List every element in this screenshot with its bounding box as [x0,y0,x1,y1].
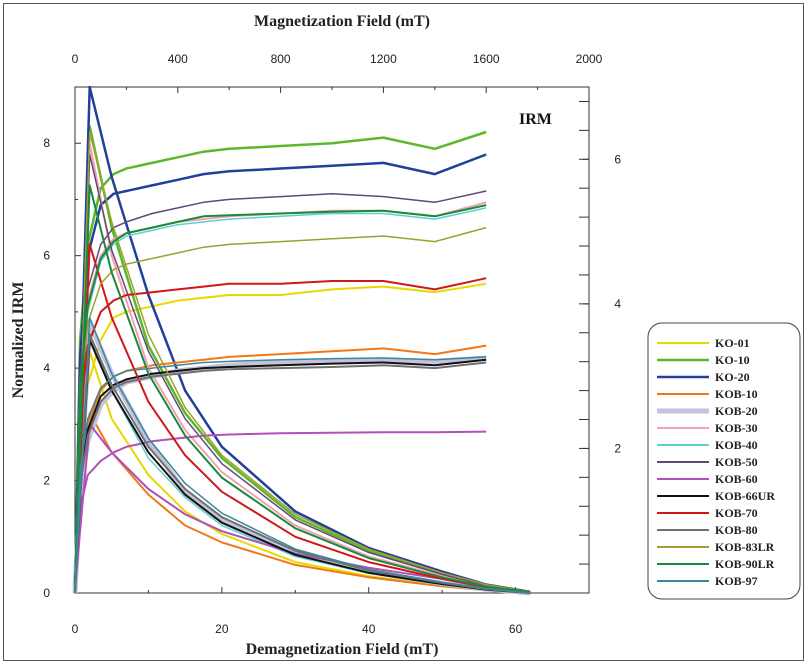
demag-line-kob-90lr [74,184,531,593]
acq-line-kob-83lr [74,226,487,594]
top-axis-ticks: 0 400 800 1200 1600 2000 [72,52,603,93]
legend-label: KO-01 [715,336,750,350]
legend-label: KO-20 [715,370,750,384]
bottom-tick-label: 60 [509,622,523,636]
bottom-tick-label: 40 [362,622,376,636]
chart-frame [3,3,804,661]
left-tick-label: 2 [43,474,50,488]
top-tick-label: 800 [271,52,291,66]
legend-label: KOB-20 [715,404,758,418]
acq-line-ko-10 [73,130,487,594]
legend-label: KOB-66UR [715,489,775,503]
demag-line-kob-97 [74,316,531,594]
bottom-axis-label: Demagnetization Field (mT) [246,641,439,658]
right-tick-label: 2 [614,441,621,455]
acq-line-kob-97 [74,356,487,594]
legend-label: KOB-60 [715,472,758,486]
left-tick-label: 6 [43,249,50,263]
legend-label: KOB-97 [715,574,758,588]
demag-line-ko-20 [73,85,531,594]
right-tick-label: 6 [614,152,621,166]
top-tick-label: 1200 [370,52,397,66]
series-lines [72,85,531,596]
acq-line-kob-60 [74,430,487,594]
acq-line-kob-40 [74,207,487,594]
legend-label: KOB-50 [715,455,758,469]
top-tick-label: 2000 [576,52,603,66]
left-axis-label: Normalized IRM [10,282,27,399]
legend: KO-01 KO-10 KO-20 KOB-10 KOB-20 KOB-30 KOB-40 K… [657,336,775,588]
acq-line-kob-66ur [74,358,487,594]
acq-line-ko-20 [73,153,487,594]
top-tick-label: 400 [168,52,188,66]
acq-line-kob-70 [74,277,487,594]
demag-line-kob-83lr [74,131,531,593]
acq-line-ko-01 [74,282,487,594]
bottom-axis-ticks: 0 20 40 60 [72,587,523,636]
top-axis-label: Magnetization Field (mT) [254,13,430,30]
legend-label: KOB-80 [715,523,758,537]
left-tick-label: 0 [43,586,50,600]
legend-label: KO-10 [715,353,750,367]
bottom-tick-label: 20 [215,622,229,636]
demag-line-kob-50 [74,153,531,593]
legend-label: KOB-40 [715,438,758,452]
right-axis-ticks: 2 4 6 [579,100,621,565]
left-tick-label: 4 [43,361,50,375]
legend-label: KOB-10 [715,387,758,401]
bottom-tick-label: 0 [72,622,79,636]
legend-label: KOB-83LR [715,540,775,554]
legend-label: KOB-90LR [715,557,775,571]
left-tick-label: 8 [43,136,50,150]
acq-line-kob-50 [74,190,487,594]
top-tick-label: 0 [72,52,79,66]
legend-label: KOB-30 [715,421,758,435]
acq-line-kob-90lr [74,204,487,594]
irm-annotation: IRM [519,111,552,128]
right-tick-label: 4 [614,297,621,311]
demag-line-kob-70 [74,243,531,593]
top-tick-label: 1600 [473,52,500,66]
legend-label: KOB-70 [715,506,758,520]
acq-line-kob-80 [74,361,487,594]
acq-line-kob-10 [74,344,487,594]
